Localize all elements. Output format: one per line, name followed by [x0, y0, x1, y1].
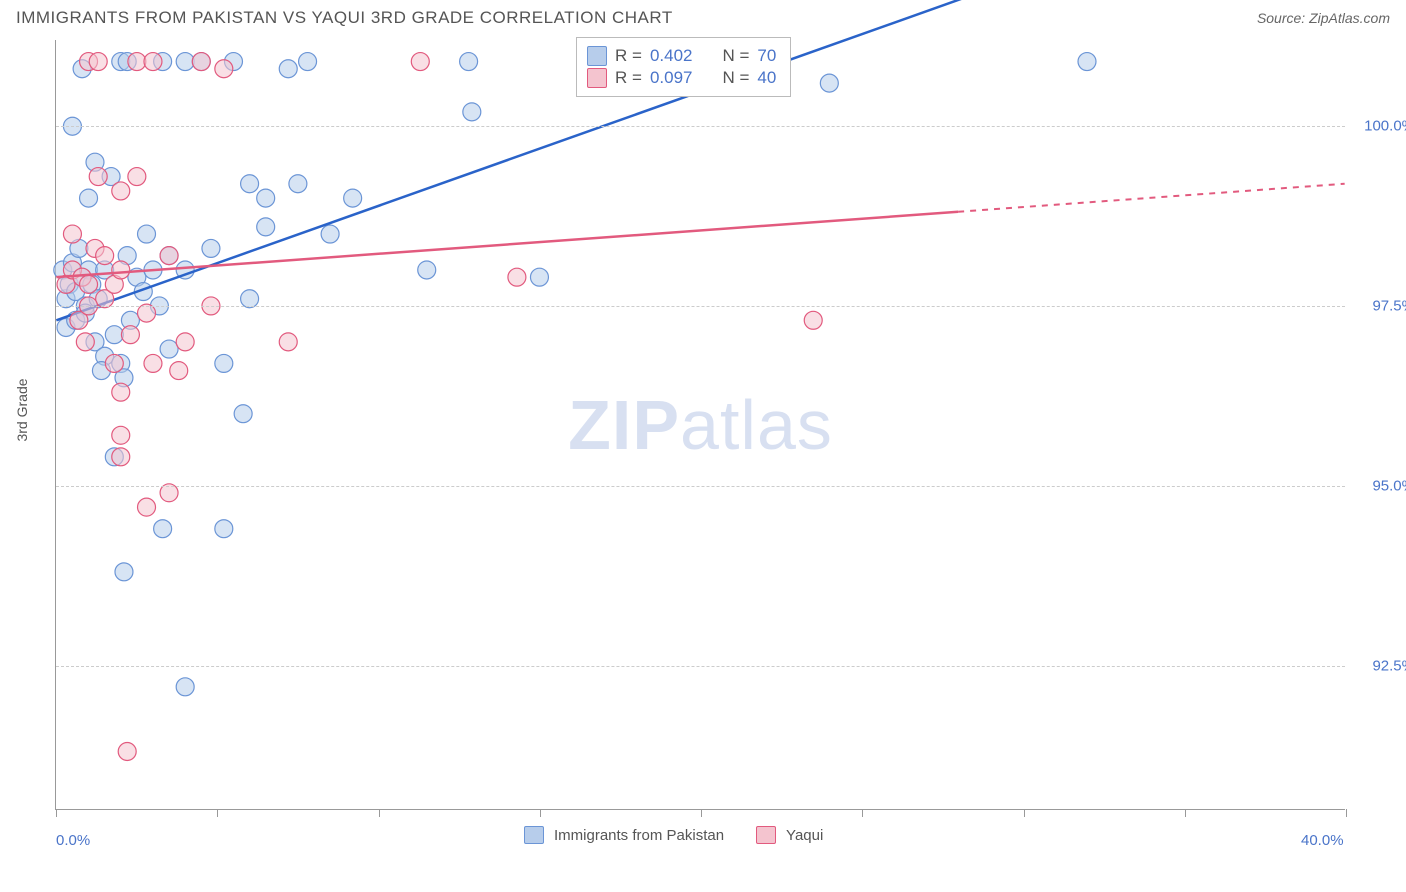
legend-series-name: Yaqui — [786, 827, 823, 844]
legend-swatch — [587, 68, 607, 88]
x-tick — [56, 809, 57, 817]
legend-swatch — [524, 826, 544, 844]
legend-correlation: R = 0.402 N = 70 R = 0.097 N = 40 — [576, 37, 791, 97]
scatter-point — [105, 326, 123, 344]
scatter-point — [460, 53, 478, 71]
x-tick — [1346, 809, 1347, 817]
scatter-point — [121, 326, 139, 344]
scatter-point — [418, 261, 436, 279]
scatter-point — [118, 743, 136, 761]
legend-series: Immigrants from Pakistan Yaqui — [524, 826, 845, 844]
y-tick-label: 100.0% — [1355, 118, 1406, 135]
x-tick-label: 0.0% — [56, 832, 90, 849]
scatter-point — [96, 247, 114, 265]
scatter-point — [144, 354, 162, 372]
scatter-point — [804, 311, 822, 329]
scatter-point — [234, 405, 252, 423]
scatter-point — [321, 225, 339, 243]
scatter-point — [112, 182, 130, 200]
scatter-point — [215, 60, 233, 78]
scatter-point — [160, 340, 178, 358]
scatter-point — [138, 225, 156, 243]
scatter-point — [344, 189, 362, 207]
scatter-point — [241, 175, 259, 193]
scatter-point — [1078, 53, 1096, 71]
source-label: Source: ZipAtlas.com — [1257, 10, 1390, 26]
y-tick-label: 95.0% — [1355, 478, 1406, 495]
scatter-point — [215, 354, 233, 372]
scatter-point — [89, 168, 107, 186]
legend-r-label: R = — [615, 46, 642, 66]
scatter-point — [80, 189, 98, 207]
x-tick — [379, 809, 380, 817]
scatter-point — [138, 498, 156, 516]
x-tick — [1024, 809, 1025, 817]
legend-n-value: 70 — [757, 46, 776, 66]
x-tick — [540, 809, 541, 817]
scatter-point — [820, 74, 838, 92]
scatter-point — [128, 53, 146, 71]
scatter-point — [176, 678, 194, 696]
scatter-point — [530, 268, 548, 286]
scatter-point — [112, 261, 130, 279]
regression-line — [56, 212, 958, 277]
legend-n-label: N = — [722, 68, 749, 88]
scatter-point — [89, 53, 107, 71]
scatter-point — [411, 53, 429, 71]
scatter-point — [76, 333, 94, 351]
scatter-point — [289, 175, 307, 193]
scatter-point — [202, 239, 220, 257]
gridline — [56, 486, 1345, 487]
legend-series-name: Immigrants from Pakistan — [554, 827, 724, 844]
scatter-point — [463, 103, 481, 121]
gridline — [56, 306, 1345, 307]
legend-swatch — [587, 46, 607, 66]
scatter-point — [112, 383, 130, 401]
x-tick-label: 40.0% — [1301, 832, 1344, 849]
regression-line-dashed — [958, 184, 1344, 212]
scatter-point — [63, 225, 81, 243]
scatter-point — [115, 563, 133, 581]
legend-swatch — [756, 826, 776, 844]
y-axis-label: 3rd Grade — [14, 378, 30, 441]
y-tick-label: 97.5% — [1355, 298, 1406, 315]
gridline — [56, 126, 1345, 127]
legend-n-value: 40 — [757, 68, 776, 88]
scatter-point — [176, 333, 194, 351]
x-tick — [862, 809, 863, 817]
chart-plot-area: ZIPatlas 92.5%95.0%97.5%100.0%0.0%40.0%R… — [55, 40, 1345, 810]
legend-r-label: R = — [615, 68, 642, 88]
page-title: IMMIGRANTS FROM PAKISTAN VS YAQUI 3RD GR… — [16, 8, 673, 28]
scatter-point — [257, 218, 275, 236]
legend-n-label: N = — [722, 46, 749, 66]
scatter-point — [192, 53, 210, 71]
scatter-point — [299, 53, 317, 71]
legend-row: R = 0.402 N = 70 — [587, 46, 776, 66]
scatter-point — [112, 426, 130, 444]
scatter-point — [279, 333, 297, 351]
scatter-point — [105, 354, 123, 372]
scatter-point — [508, 268, 526, 286]
scatter-point — [176, 53, 194, 71]
x-tick — [217, 809, 218, 817]
x-tick — [701, 809, 702, 817]
scatter-point — [160, 247, 178, 265]
scatter-point — [128, 168, 146, 186]
y-tick-label: 92.5% — [1355, 658, 1406, 675]
x-tick — [1185, 809, 1186, 817]
scatter-point — [170, 362, 188, 380]
legend-r-value: 0.402 — [650, 46, 693, 66]
scatter-point — [144, 53, 162, 71]
legend-row: R = 0.097 N = 40 — [587, 68, 776, 88]
legend-r-value: 0.097 — [650, 68, 693, 88]
scatter-point — [279, 60, 297, 78]
scatter-point — [257, 189, 275, 207]
gridline — [56, 666, 1345, 667]
scatter-point — [154, 520, 172, 538]
scatter-point — [80, 275, 98, 293]
chart-svg — [56, 40, 1345, 809]
scatter-point — [215, 520, 233, 538]
scatter-point — [241, 290, 259, 308]
scatter-point — [112, 448, 130, 466]
